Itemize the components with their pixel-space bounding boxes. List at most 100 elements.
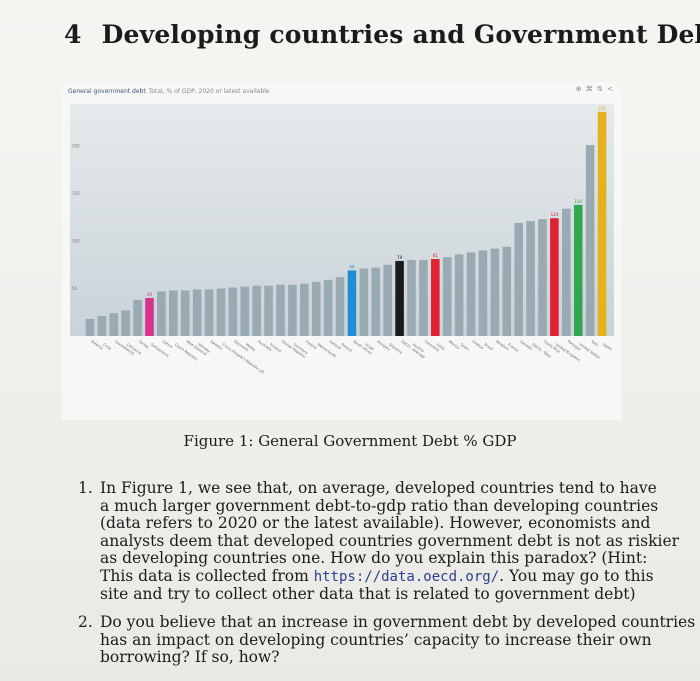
- question-1-line-3: (data refers to 2020 or the latest avail…: [100, 514, 651, 532]
- data-label: 236: [598, 106, 606, 111]
- bar-netherlands[interactable]: [311, 281, 321, 336]
- question-1-line-1: In Figure 1, we see that, on average, de…: [100, 479, 657, 497]
- bar-hungary[interactable]: [371, 267, 381, 336]
- oecd-data-link[interactable]: https://data.oecd.org/: [313, 568, 500, 585]
- data-label: 134: [574, 199, 582, 204]
- bar-austria[interactable]: [407, 260, 416, 336]
- x-tick-label: Norway: [198, 343, 212, 355]
- question-1-line-6-text: This data is collected from: [100, 566, 314, 585]
- bar-finland[interactable]: [264, 285, 273, 336]
- bar-brazil[interactable]: [478, 250, 488, 337]
- bar-lithuania[interactable]: [121, 310, 130, 336]
- chart-title-text: General government debt: [68, 88, 146, 95]
- x-tick-label: Greece: [471, 340, 484, 351]
- question-1-line-2: a much larger government debt-to-gdp rat…: [100, 496, 659, 515]
- y-tick-label: 50: [72, 286, 78, 291]
- bar-portugal[interactable]: [562, 208, 571, 336]
- data-label: 124: [551, 212, 559, 217]
- x-tick-label: Portugal: [567, 340, 581, 352]
- bar-colombia[interactable]: [419, 260, 428, 336]
- x-tick-label: Ireland: [305, 340, 317, 350]
- bar-estonia[interactable]: [85, 318, 95, 336]
- data-label: 69: [349, 264, 355, 269]
- bar-luxembourg[interactable]: [109, 313, 119, 336]
- bar-oecd-average[interactable]: [395, 260, 404, 336]
- bar-mexico[interactable]: [442, 257, 452, 336]
- bar-south-africa[interactable]: [347, 270, 357, 336]
- bar-latvia[interactable]: [157, 291, 166, 336]
- bar-australia[interactable]: [252, 285, 261, 336]
- debt-chart-figure: 50 100 150 200 Estonia Chile Luxembourg Lithuan…: [62, 82, 622, 420]
- question-1-line-4: analysts deem that developed countries g…: [100, 531, 680, 550]
- x-tick-label: Estonia: [90, 340, 103, 351]
- question-1-line-6-tail: . You may go to this: [499, 566, 654, 585]
- x-tick-label: France: [507, 343, 520, 354]
- bar-sweden[interactable]: [204, 289, 214, 336]
- bar-oecd-total[interactable]: [526, 221, 535, 336]
- bar-chile[interactable]: [97, 316, 107, 336]
- chart-subtitle: Total, % of GDP, 2020 or latest availabl…: [148, 88, 270, 95]
- y-tick-label: 100: [72, 239, 80, 244]
- bar-switzerland[interactable]: [145, 298, 154, 336]
- bar-japan[interactable]: [597, 111, 607, 336]
- chart-title: General government debt Total, % of GDP, …: [68, 88, 270, 95]
- section-heading: 4 Developing countries and Government Deb…: [64, 20, 700, 49]
- x-tick-label: Austria: [412, 343, 425, 354]
- chart-toolbar-icons[interactable]: ⊕ ⌘ ⇅ <: [575, 85, 614, 93]
- bar-united-states[interactable]: [573, 204, 583, 336]
- x-tick-label: Chile: [102, 343, 112, 352]
- figure-caption: Figure 1: General Government Debt % GDP: [183, 432, 517, 450]
- data-label: 81: [433, 253, 439, 258]
- question-2-line-3: borrowing? If so, how?: [100, 648, 280, 666]
- x-tick-label: Israel: [364, 343, 374, 352]
- question-1-line-7: site and try to collect other data that …: [100, 585, 636, 603]
- bar-norway[interactable]: [192, 289, 202, 336]
- x-tick-label: Poland: [340, 343, 352, 353]
- y-tick-label: 200: [72, 144, 80, 149]
- bar-germany[interactable]: [288, 284, 297, 336]
- question-1: 1. In Figure 1, we see that, on average,…: [78, 479, 680, 604]
- bar-poland[interactable]: [335, 277, 345, 336]
- bar-slovenia[interactable]: [383, 264, 392, 336]
- y-tick-label: 150: [72, 191, 80, 196]
- x-tick-label: Korea: [245, 343, 256, 352]
- x-tick-label: Japan: [602, 342, 613, 352]
- question-2: 2. Do you believe that an increase in go…: [78, 613, 696, 667]
- bar-france[interactable]: [502, 246, 512, 336]
- bar-belgium[interactable]: [490, 248, 500, 336]
- bar-spain[interactable]: [454, 254, 464, 336]
- question-2-number: 2.: [78, 613, 93, 631]
- bar-slovak-republic[interactable]: [276, 284, 285, 336]
- x-tick-label: Sweden: [209, 340, 223, 351]
- section-title-text: Developing countries and Government Debt: [101, 20, 700, 49]
- x-tick-label: Latvia: [162, 340, 173, 350]
- question-1-line-5: as developing countries one. How do you …: [100, 549, 648, 567]
- question-1-line-6: This data is collected from https://data…: [78, 566, 654, 587]
- section-number: 4: [64, 20, 82, 49]
- data-label: 79: [397, 255, 403, 260]
- bar-korea[interactable]: [240, 286, 250, 336]
- bar-czech-republic[interactable]: [169, 290, 178, 336]
- bar-united-kingdom[interactable]: [550, 218, 559, 336]
- bar-iceland[interactable]: [323, 279, 333, 336]
- x-tick-label: Canada: [519, 340, 533, 351]
- bar-italy[interactable]: [585, 145, 595, 336]
- x-tick-label: Mexico: [448, 340, 461, 350]
- bar-greece[interactable]: [466, 252, 476, 336]
- bar-new-zealand[interactable]: [180, 290, 190, 336]
- question-2-line-1: Do you believe that an increase in gover…: [100, 613, 696, 631]
- bar-canada[interactable]: [514, 222, 523, 336]
- bar-costa-rica[interactable]: [538, 219, 547, 336]
- x-tick-label: Italy: [591, 340, 600, 348]
- bar-ireland[interactable]: [300, 283, 309, 336]
- bar-india[interactable]: [431, 259, 440, 336]
- x-tick-label: Finland: [269, 343, 282, 354]
- bar-israel[interactable]: [359, 268, 369, 336]
- question-1-number: 1.: [78, 479, 93, 497]
- x-tick-label: India: [436, 343, 446, 351]
- bar-china-people-s-republic-of-[interactable]: [216, 288, 226, 337]
- bar-denmark[interactable]: [228, 287, 238, 336]
- bar-turkey[interactable]: [133, 299, 142, 336]
